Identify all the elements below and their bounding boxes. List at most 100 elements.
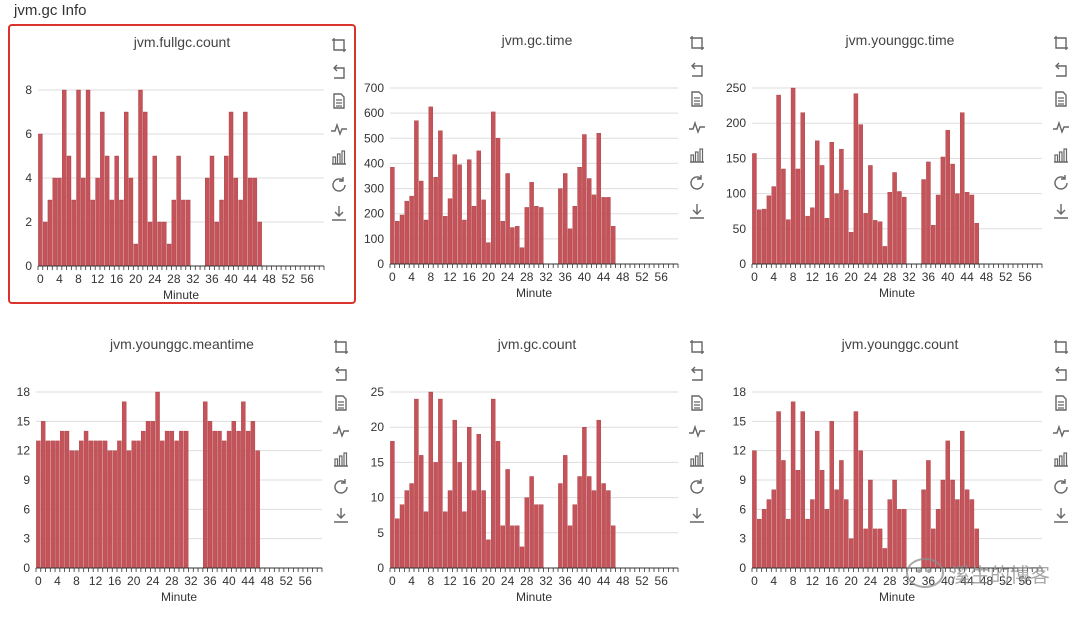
undo-icon[interactable] (688, 62, 706, 80)
bar-chart-icon[interactable] (330, 148, 348, 166)
undo-icon[interactable] (330, 64, 348, 82)
bar[interactable] (250, 421, 256, 569)
bar[interactable] (155, 391, 160, 569)
bar[interactable] (183, 430, 189, 569)
bar[interactable] (214, 221, 219, 267)
bar[interactable] (157, 221, 162, 267)
bar[interactable] (577, 476, 582, 569)
bar[interactable] (757, 209, 762, 265)
bar[interactable] (766, 499, 772, 569)
bar[interactable] (447, 490, 453, 569)
bar-chart-icon[interactable] (332, 450, 350, 468)
bar[interactable] (252, 177, 258, 267)
bar[interactable] (409, 483, 414, 569)
bar[interactable] (222, 440, 227, 569)
bar[interactable] (824, 218, 830, 265)
bar[interactable] (390, 166, 395, 265)
bar[interactable] (873, 220, 878, 265)
bar[interactable] (771, 186, 776, 265)
bar[interactable] (66, 155, 72, 267)
bar[interactable] (205, 177, 210, 267)
bar[interactable] (510, 227, 515, 265)
bar[interactable] (882, 548, 888, 569)
bar[interactable] (98, 440, 103, 569)
bar[interactable] (466, 159, 472, 265)
bar[interactable] (786, 219, 791, 265)
bar[interactable] (452, 154, 458, 265)
bar[interactable] (179, 430, 184, 569)
bar[interactable] (169, 430, 175, 569)
bar[interactable] (238, 199, 243, 267)
bar[interactable] (476, 150, 482, 265)
bar[interactable] (505, 173, 510, 265)
bar[interactable] (781, 460, 786, 569)
bar[interactable] (606, 490, 611, 569)
bar[interactable] (117, 440, 122, 569)
bar[interactable] (819, 165, 825, 265)
bar[interactable] (176, 155, 181, 267)
bar[interactable] (55, 440, 60, 569)
bar[interactable] (428, 106, 434, 265)
bar[interactable] (829, 142, 834, 265)
bar[interactable] (438, 130, 443, 265)
bar[interactable] (423, 511, 429, 569)
bar[interactable] (399, 214, 405, 265)
bar[interactable] (538, 207, 544, 265)
bar[interactable] (145, 421, 151, 569)
data-view-icon[interactable] (688, 90, 706, 108)
download-icon[interactable] (1052, 202, 1070, 220)
bar[interactable] (897, 509, 902, 569)
bar[interactable] (606, 197, 611, 265)
bar[interactable] (819, 470, 825, 569)
bar[interactable] (795, 470, 801, 569)
bar-chart-icon[interactable] (688, 146, 706, 164)
bar[interactable] (591, 490, 597, 569)
bar[interactable] (567, 228, 573, 265)
bar[interactable] (160, 440, 165, 569)
refresh-icon[interactable] (688, 174, 706, 192)
bar[interactable] (394, 518, 400, 569)
bar[interactable] (776, 94, 781, 265)
bar[interactable] (500, 221, 506, 265)
bar[interactable] (433, 462, 438, 569)
bar[interactable] (790, 401, 796, 569)
bar[interactable] (853, 411, 859, 569)
bar[interactable] (596, 419, 602, 569)
bar[interactable] (119, 199, 124, 267)
bar[interactable] (955, 193, 960, 265)
bar[interactable] (858, 124, 863, 265)
bar[interactable] (209, 155, 215, 267)
bar[interactable] (147, 221, 153, 267)
bar[interactable] (586, 476, 592, 569)
bar[interactable] (500, 525, 506, 569)
bar[interactable] (447, 198, 453, 265)
bar[interactable] (935, 194, 941, 265)
bar[interactable] (64, 430, 70, 569)
bar[interactable] (212, 430, 217, 569)
bar[interactable] (610, 226, 616, 265)
bar[interactable] (514, 226, 520, 265)
bar[interactable] (128, 177, 134, 267)
bar[interactable] (534, 504, 539, 569)
crop-icon[interactable] (1052, 34, 1070, 52)
refresh-icon[interactable] (330, 176, 348, 194)
bar[interactable] (519, 247, 525, 265)
bar[interactable] (409, 195, 414, 265)
bar[interactable] (591, 194, 597, 265)
undo-icon[interactable] (332, 366, 350, 384)
bar[interactable] (757, 518, 762, 569)
bar[interactable] (761, 208, 767, 265)
download-icon[interactable] (688, 506, 706, 524)
bar[interactable] (868, 165, 873, 265)
bar[interactable] (766, 195, 772, 265)
bar[interactable] (800, 411, 805, 569)
bar[interactable] (76, 89, 81, 267)
bar[interactable] (233, 177, 239, 267)
bar[interactable] (877, 221, 883, 265)
bar[interactable] (795, 168, 801, 265)
bar[interactable] (107, 450, 113, 569)
data-view-icon[interactable] (330, 92, 348, 110)
bar[interactable] (104, 155, 110, 267)
bar[interactable] (510, 525, 515, 569)
bar[interactable] (257, 221, 262, 267)
